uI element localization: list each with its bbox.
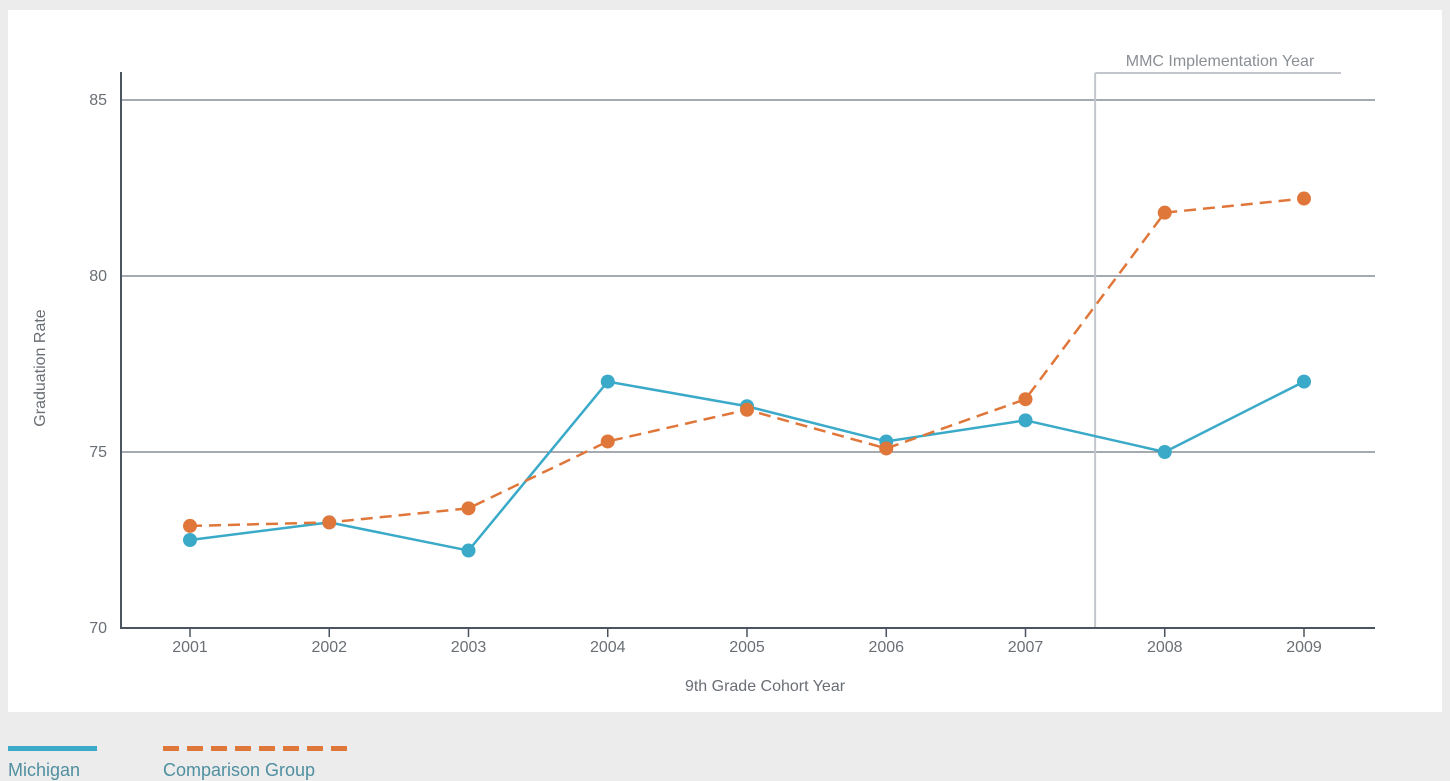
x-tick-label-2007: 2007 <box>1008 639 1044 656</box>
data-point-michigan-2009 <box>1297 374 1311 389</box>
data-point-michigan-2004 <box>600 374 615 389</box>
legend-swatch-michigan <box>8 746 97 751</box>
annotation-layer: MMC Implementation Year <box>1094 53 1341 628</box>
data-point-comparison-group-2007 <box>1018 392 1033 407</box>
data-point-comparison-group-2008 <box>1157 205 1172 220</box>
x-tick-label-2004: 2004 <box>590 639 626 656</box>
gridlines <box>121 99 1375 453</box>
legend-label-comparison-group: Comparison Group <box>163 760 316 780</box>
y-tick-label-75: 75 <box>89 444 107 461</box>
y-tick-label-85: 85 <box>89 92 107 109</box>
x-tick-label-2005: 2005 <box>729 639 765 656</box>
x-tick-label-2008: 2008 <box>1147 639 1183 656</box>
x-axis-title: 9th Grade Cohort Year <box>685 678 846 695</box>
series-line-comparison-group <box>189 197 1305 528</box>
x-tick-label-2001: 2001 <box>172 639 208 656</box>
chart-panel: MMC Implementation Year 70 75 80 85 2001 2002… <box>8 10 1442 712</box>
legend-swatch-comparison-group <box>163 746 355 751</box>
annotation-label: MMC Implementation Year <box>1126 53 1315 70</box>
data-point-michigan-2003 <box>461 543 476 558</box>
data-point-comparison-group-2005 <box>740 402 754 417</box>
data-point-comparison-group-2002 <box>322 515 337 530</box>
tick-labels: 70 75 80 85 2001 2002 2003 2004 2005 2006 2007 2008… <box>89 92 1322 656</box>
x-tick-label-2003: 2003 <box>451 639 487 656</box>
axes <box>120 72 1375 637</box>
y-axis-title: Graduation Rate <box>32 309 49 427</box>
data-point-comparison-group-2003 <box>461 501 476 516</box>
x-tick-label-2009: 2009 <box>1286 639 1322 656</box>
data-point-michigan-2008 <box>1157 445 1172 459</box>
x-tick-label-2002: 2002 <box>311 639 347 656</box>
data-point-comparison-group-2004 <box>600 434 615 449</box>
x-tick-label-2006: 2006 <box>868 639 904 656</box>
data-point-comparison-group-2006 <box>879 441 894 456</box>
line-chart: MMC Implementation Year 70 75 80 85 2001 2002… <box>32 53 1375 695</box>
data-point-michigan-2001 <box>183 533 197 547</box>
series-layer <box>183 191 1311 558</box>
y-tick-label-70: 70 <box>89 620 107 637</box>
data-point-michigan-2007 <box>1018 413 1033 428</box>
data-point-comparison-group-2009 <box>1297 191 1311 206</box>
legend-label-michigan: Michigan <box>8 760 81 780</box>
y-tick-label-80: 80 <box>89 268 107 285</box>
data-point-comparison-group-2001 <box>183 518 197 533</box>
